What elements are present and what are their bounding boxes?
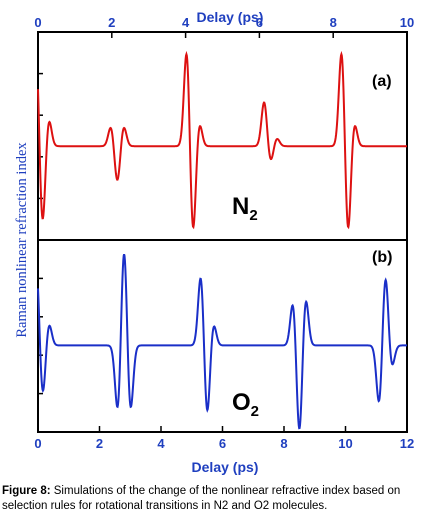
panel-b-species-label: O2 (232, 389, 259, 420)
panel-b-frame (37, 239, 408, 433)
figure-caption: Figure 8: Simulations of the change of t… (2, 484, 432, 514)
panel-a-x-tick-label: 10 (400, 15, 414, 30)
panel-a: 0 2 4 6 8 10 (a) N2 (34, 15, 414, 241)
y-axis-title: Raman nonlinear refraction index (14, 142, 30, 338)
panel-b-series-line (37, 253, 407, 430)
caption-text: Simulations of the change of the nonline… (2, 485, 401, 512)
panel-b-x-tick-label: 4 (157, 436, 165, 451)
panel-b: 0 2 4 6 8 10 12 (b) O2 (34, 239, 414, 451)
panel-a-axes (37, 31, 408, 241)
panel-a-ticks: 0 2 4 6 8 10 (34, 15, 414, 200)
panel-a-species-label: N2 (232, 193, 258, 224)
panel-b-species-symbol: O (232, 389, 251, 416)
panel-b-ticks: 0 2 4 6 8 10 12 (34, 277, 414, 451)
panel-a-x-tick-label: 8 (330, 15, 337, 30)
panel-a-x-tick-label: 4 (182, 15, 190, 30)
panel-b-x-tick-label: 2 (96, 436, 103, 451)
panel-a-species-symbol: N (232, 193, 249, 220)
panel-b-axes (37, 239, 408, 433)
panel-a-frame (37, 31, 408, 241)
panel-a-x-tick-label: 0 (34, 15, 41, 30)
panel-b-species-subscript: 2 (251, 403, 259, 420)
panel-a-species-subscript: 2 (249, 207, 257, 224)
panel-b-label: (b) (372, 249, 392, 266)
caption-lead: Figure 8: (2, 485, 51, 497)
panel-a-series-line (37, 50, 407, 230)
panel-b-x-tick-label: 6 (219, 436, 226, 451)
panel-b-x-tick-label: 8 (280, 436, 287, 451)
panel-b-x-tick-label: 10 (338, 436, 352, 451)
panel-a-label: (a) (372, 73, 392, 90)
panel-a-x-tick-label: 2 (108, 15, 115, 30)
top-x-axis-title: Delay (ps) (197, 9, 264, 25)
panel-b-x-tick-label: 12 (400, 436, 414, 451)
bottom-x-axis-title: Delay (ps) (192, 459, 259, 475)
panel-a-x-tick-label: 6 (256, 15, 263, 30)
panel-b-x-tick-label: 0 (34, 436, 41, 451)
